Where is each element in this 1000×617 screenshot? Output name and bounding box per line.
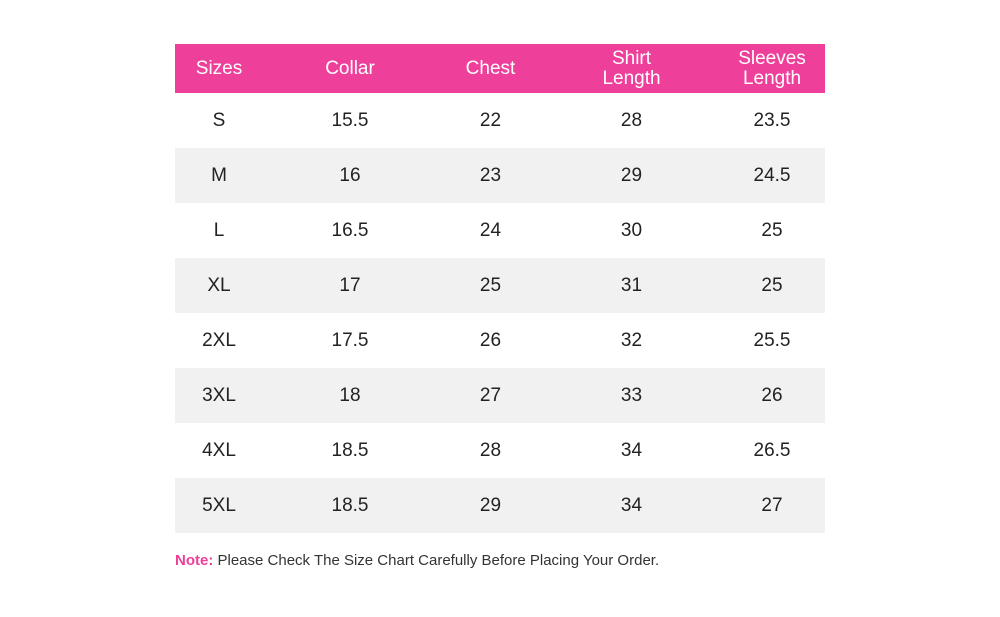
table-row: 5XL 18.5 29 34 27 — [175, 478, 825, 533]
cell-shirt-length: 31 — [544, 258, 719, 313]
header-shirt-length: Shirt Length — [544, 44, 719, 93]
cell-sleeves-length: 26 — [719, 368, 825, 423]
cell-collar: 17.5 — [331, 329, 369, 351]
cell-sleeves-length: 23.5 — [753, 109, 791, 131]
header-chest: Chest — [437, 44, 544, 93]
cell-size: L — [213, 219, 225, 241]
cell-sleeves-length: 25.5 — [753, 329, 791, 351]
cell-collar: 15.5 — [331, 109, 369, 131]
header-collar: Collar — [263, 44, 437, 93]
table-row: XL 17 25 31 25 — [175, 258, 825, 313]
cell-chest: 26 — [479, 329, 502, 351]
header-sleeves-length: Sleeves Length — [719, 44, 825, 93]
cell-size: 4XL — [202, 439, 236, 461]
cell-shirt-length: 34 — [620, 439, 643, 461]
table-row: M 16 23 29 24.5 — [175, 148, 825, 203]
table-row: 3XL 18 27 33 26 — [175, 368, 825, 423]
header-row: Sizes Collar Chest Shirt Length Sleeves … — [175, 44, 825, 93]
table-header: Sizes Collar Chest Shirt Length Sleeves … — [175, 44, 825, 93]
table-row: S 15.5 22 28 23.5 — [175, 93, 825, 148]
cell-chest: 29 — [437, 478, 544, 533]
cell-sleeves-length: 26.5 — [753, 439, 791, 461]
cell-shirt-length: 32 — [620, 329, 643, 351]
cell-size: XL — [175, 258, 263, 313]
cell-chest: 22 — [479, 109, 502, 131]
cell-shirt-length: 33 — [544, 368, 719, 423]
cell-chest: 28 — [479, 439, 502, 461]
note-label: Note: — [175, 552, 214, 569]
cell-sleeves-length: 24.5 — [719, 148, 825, 203]
header-collar-line-1: Collar — [325, 57, 375, 79]
note-text: Please Check The Size Chart Carefully Be… — [213, 552, 660, 569]
header-sizes: Sizes — [175, 44, 263, 93]
cell-chest: 24 — [479, 219, 502, 241]
cell-sleeves-length: 27 — [719, 478, 825, 533]
cell-collar: 16.5 — [331, 219, 369, 241]
cell-collar: 18 — [263, 368, 437, 423]
cell-size: M — [175, 148, 263, 203]
header-chest-line-1: Chest — [465, 57, 516, 79]
cell-collar: 18.5 — [331, 439, 369, 461]
header-sizes-line-1: Sizes — [195, 57, 243, 79]
table-body: S 15.5 22 28 23.5 M 16 23 29 24.5 L 16.5… — [175, 93, 825, 533]
cell-sleeves-length: 25 — [761, 219, 783, 241]
table-row: 4XL 18.5 28 34 26.5 — [175, 423, 825, 478]
cell-chest: 23 — [437, 148, 544, 203]
table-row: 2XL 17.5 26 32 25.5 — [175, 313, 825, 368]
cell-collar: 16 — [263, 148, 437, 203]
header-shirt-length-line-1: Shirt — [611, 47, 652, 69]
cell-shirt-length: 30 — [620, 219, 643, 241]
cell-shirt-length: 28 — [620, 109, 643, 131]
header-sleeves-length-line-1: Sleeves — [738, 47, 806, 69]
cell-chest: 27 — [437, 368, 544, 423]
header-sleeves-length-line-2: Length — [742, 67, 802, 89]
cell-size: 3XL — [175, 368, 263, 423]
cell-size: 5XL — [175, 478, 263, 533]
size-chart-note: Note: Please Check The Size Chart Carefu… — [175, 552, 659, 569]
cell-size: 2XL — [202, 329, 236, 351]
table-row: L 16.5 24 30 25 — [175, 203, 825, 258]
cell-shirt-length: 34 — [544, 478, 719, 533]
cell-collar: 17 — [263, 258, 437, 313]
cell-chest: 25 — [437, 258, 544, 313]
size-chart-table: Sizes Collar Chest Shirt Length Sleeves … — [175, 44, 825, 533]
header-shirt-length-line-2: Length — [602, 67, 661, 89]
cell-collar: 18.5 — [263, 478, 437, 533]
cell-sleeves-length: 25 — [719, 258, 825, 313]
cell-size: S — [212, 109, 226, 131]
cell-shirt-length: 29 — [544, 148, 719, 203]
